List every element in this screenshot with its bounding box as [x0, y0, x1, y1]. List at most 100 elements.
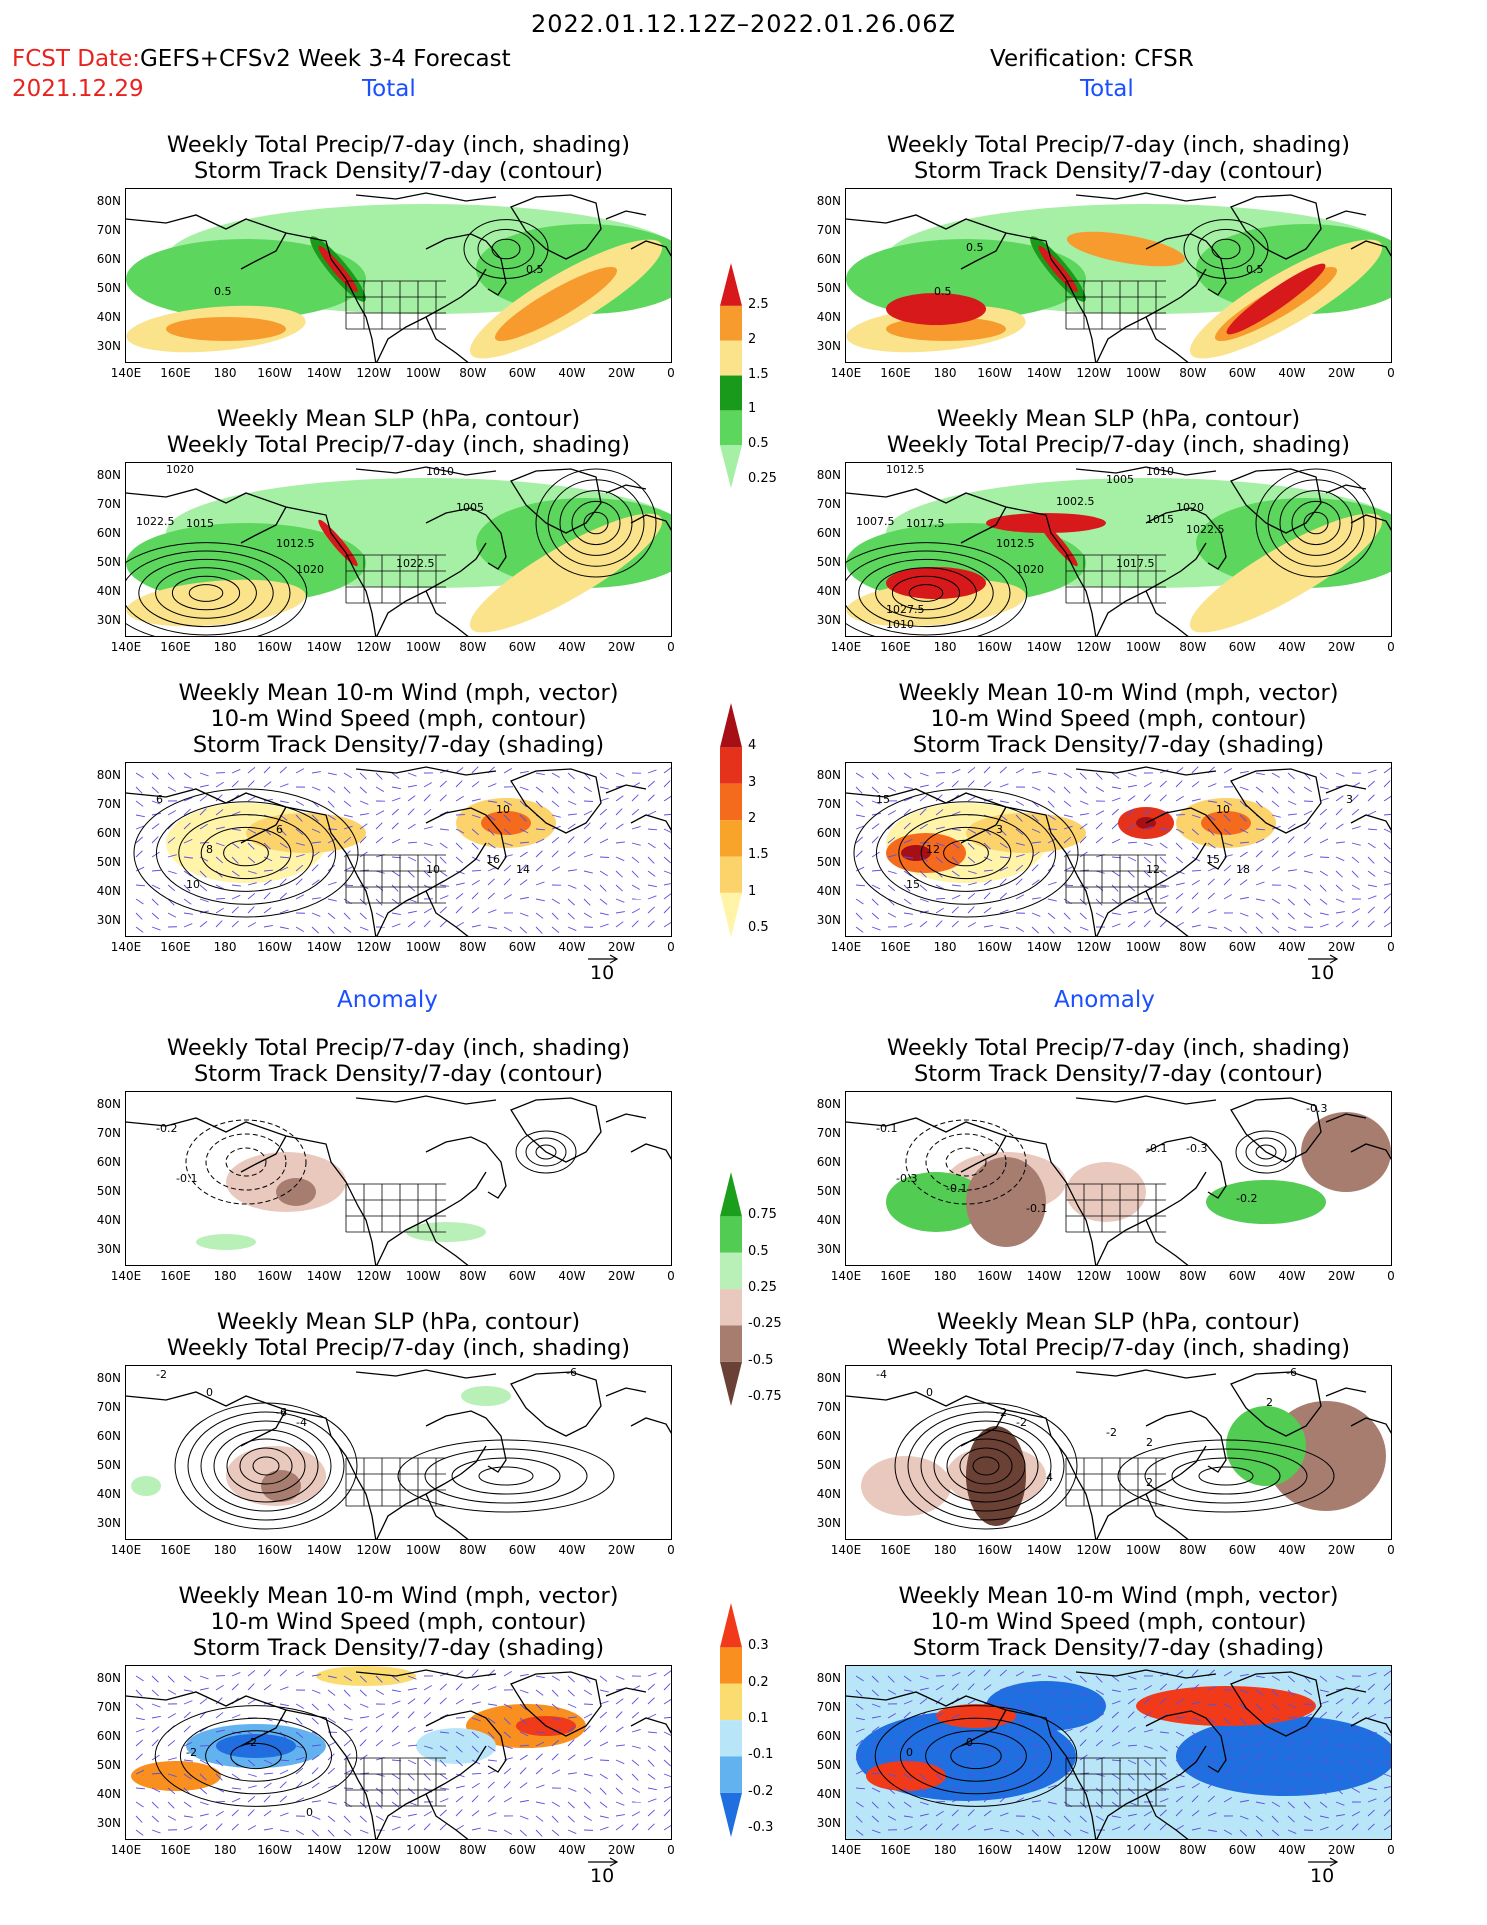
wind-vector: [295, 864, 304, 872]
wind-vector: [1159, 1773, 1168, 1780]
wind-vector: [535, 1815, 544, 1822]
wind-vector: [855, 800, 864, 807]
wind-vector: [1207, 856, 1217, 859]
wind-vector: [135, 866, 145, 872]
panel-title-line: Weekly Mean SLP (hPa, contour): [216, 406, 581, 432]
vector-reference-label: 10: [1310, 962, 1335, 984]
wind-vector: [1271, 1829, 1280, 1836]
wind-vector: [215, 842, 225, 847]
wind-vector: [503, 842, 513, 846]
lon-tick-label: 0: [1387, 640, 1395, 654]
wind-vector: [551, 1829, 560, 1836]
wind-vector: [1223, 1829, 1233, 1835]
wind-vector: [1095, 836, 1104, 844]
wind-vector: [247, 1809, 255, 1817]
colorbar-label: -0.25: [748, 1316, 782, 1332]
shading-layer: [131, 1386, 511, 1506]
wind-vector: [1127, 795, 1136, 802]
colorbar-swatch: [720, 1361, 742, 1407]
wind-vector: [647, 1713, 657, 1719]
wind-vector: [1175, 870, 1185, 875]
wind-vector: [583, 1689, 592, 1696]
lat-tick-label: 70N: [96, 223, 121, 237]
wind-vector: [1367, 1672, 1377, 1677]
wind-vector: [1255, 1784, 1265, 1789]
state-borders: [345, 1183, 446, 1233]
vector-reference-arrow: [1308, 1857, 1339, 1867]
wind-vector: [183, 912, 193, 915]
lon-tick-label: 20W: [1327, 1843, 1356, 1857]
wind-vector: [215, 1684, 224, 1691]
lon-tick-label: 180: [933, 940, 957, 954]
coastline-path: [126, 788, 377, 936]
wind-vector: [1383, 1824, 1391, 1831]
wind-vector: [1239, 896, 1249, 900]
wind-vector: [999, 1781, 1007, 1789]
wind-vector: [1015, 1731, 1024, 1739]
wind-vector: [663, 780, 671, 788]
lon-tick-label: 180: [213, 1269, 237, 1283]
wind-vector: [1271, 1703, 1280, 1711]
contour-line: [179, 1717, 333, 1795]
wind-vector: [1079, 836, 1087, 844]
coastline-path: [960, 232, 1007, 270]
lon-tick-label: 0: [667, 366, 675, 380]
wind-vector: [519, 841, 530, 844]
wind-vector: [1351, 1729, 1361, 1733]
wind-vector: [535, 864, 544, 872]
lat-tick-label: 60N: [816, 526, 841, 540]
wind-vector: [327, 898, 337, 902]
wind-vector: [583, 1815, 592, 1822]
wind-vector: [439, 1823, 447, 1831]
wind-vector: [999, 1745, 1008, 1752]
lon-tick-label: 0: [1387, 1543, 1395, 1557]
contour-line: [478, 1466, 534, 1486]
wind-vector: [1239, 912, 1249, 917]
wind-vector: [1207, 1703, 1217, 1706]
wind-vector: [1063, 866, 1073, 872]
wind-vector: [935, 898, 946, 900]
colorbar-label: -0.3: [748, 1820, 774, 1836]
lon-tick-label: 160E: [880, 1269, 911, 1283]
lon-tick-label: 140W: [306, 1843, 342, 1857]
wind-vector: [1095, 786, 1104, 792]
wind-vector: [455, 1683, 463, 1691]
contour-label: 1015: [1146, 513, 1174, 526]
shaded-region: [166, 317, 286, 341]
wind-vector: [647, 1773, 656, 1780]
wind-vector: [359, 772, 367, 780]
wind-vector: [935, 1823, 943, 1831]
wind-vector: [1239, 786, 1249, 791]
panel-title-line: 10-m Wind Speed (mph, contour): [210, 1609, 587, 1635]
wind-vector: [423, 808, 432, 816]
wind-vector: [1159, 1683, 1167, 1691]
wind-vector: [1319, 772, 1328, 779]
wind-vector: [1239, 814, 1247, 822]
wind-vector: [295, 1731, 304, 1739]
vector-reference-label: 10: [590, 962, 615, 984]
wind-vector: [1287, 884, 1297, 889]
wind-vector: [1111, 1700, 1121, 1705]
wind-vector: [519, 1815, 529, 1820]
wind-vector: [519, 912, 529, 917]
wind-vector: [1047, 772, 1057, 776]
contour-label: -4: [876, 1368, 887, 1381]
wind-vector: [1159, 856, 1167, 864]
wind-vector: [439, 810, 449, 816]
wind-vector: [439, 828, 449, 831]
wind-vector: [887, 1757, 897, 1761]
wind-vector: [1319, 797, 1329, 802]
wind-vector: [663, 1716, 671, 1719]
lat-tick-label: 40N: [816, 584, 841, 598]
wind-vector: [935, 842, 945, 847]
lon-tick-label: 140W: [1026, 940, 1062, 954]
contour-line: [875, 567, 977, 619]
lon-tick-label: 20W: [1327, 940, 1356, 954]
wind-vector: [967, 882, 977, 886]
wind-vector: [135, 1739, 143, 1747]
lon-tick-label: 140W: [306, 940, 342, 954]
wind-vector: [1319, 822, 1327, 830]
lon-tick-label: 60W: [1228, 640, 1256, 654]
wind-vector: [455, 1809, 463, 1817]
wind-vector: [167, 786, 177, 792]
